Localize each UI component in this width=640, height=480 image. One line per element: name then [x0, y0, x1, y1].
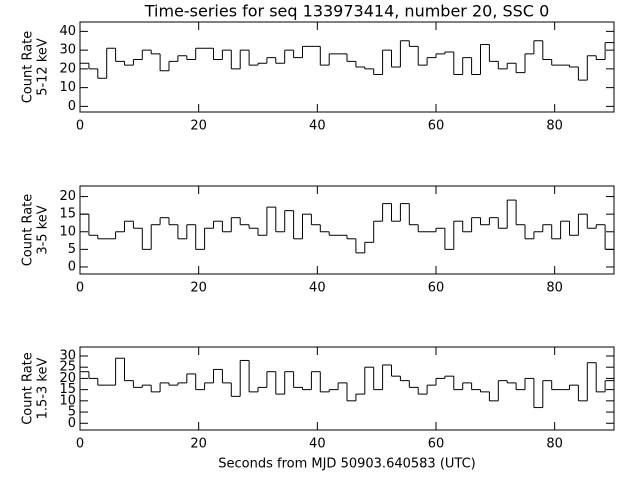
- y-tick-label: 5: [68, 242, 76, 257]
- y-tick-label: 10: [59, 80, 76, 95]
- x-tick-label: 40: [309, 281, 326, 296]
- y-axis-label: Count Rate: [21, 194, 36, 267]
- y-axis-label: 1.5-3 keV: [36, 358, 51, 420]
- y-tick-label: 0: [68, 99, 76, 114]
- y-tick-label: 0: [68, 259, 76, 274]
- x-tick-label: 40: [309, 437, 326, 452]
- y-tick-label: 25: [59, 360, 76, 375]
- axes-frame: [79, 346, 615, 431]
- x-tick-label: 80: [546, 119, 563, 134]
- y-tick-label: 40: [59, 24, 76, 39]
- y-tick-label: 20: [59, 61, 76, 76]
- y-axis-label: 5-12 keV: [36, 38, 51, 96]
- x-tick-label: 40: [309, 119, 326, 134]
- y-tick-label: 5: [68, 405, 76, 420]
- y-tick-label: 0: [68, 416, 76, 431]
- y-tick-label: 20: [59, 371, 76, 386]
- x-tick-label: 60: [428, 119, 445, 134]
- y-tick-label: 10: [59, 224, 76, 239]
- y-axis-label: Count Rate: [21, 31, 36, 104]
- y-axis-label: 3-5 keV: [36, 205, 51, 254]
- axes-frame: [79, 185, 615, 275]
- y-tick-label: 10: [59, 393, 76, 408]
- y-tick-label: 15: [59, 207, 76, 222]
- x-tick-label: 0: [76, 119, 84, 134]
- y-tick-label: 30: [59, 348, 76, 363]
- x-tick-label: 80: [546, 281, 563, 296]
- x-tick-label: 20: [190, 281, 207, 296]
- y-tick-label: 30: [59, 43, 76, 58]
- x-tick-label: 0: [76, 437, 84, 452]
- x-tick-label: 20: [190, 119, 207, 134]
- x-tick-label: 20: [190, 437, 207, 452]
- y-tick-label: 15: [59, 382, 76, 397]
- x-tick-label: 0: [76, 281, 84, 296]
- x-tick-label: 80: [546, 437, 563, 452]
- chart-title: Time-series for seq 133973414, number 20…: [144, 2, 550, 21]
- x-tick-label: 60: [428, 281, 445, 296]
- x-tick-label: 60: [428, 437, 445, 452]
- axes-frame: [79, 21, 615, 113]
- y-tick-label: 20: [59, 189, 76, 204]
- x-axis-label: Seconds from MJD 50903.640583 (UTC): [218, 457, 476, 472]
- y-axis-label: Count Rate: [21, 352, 36, 425]
